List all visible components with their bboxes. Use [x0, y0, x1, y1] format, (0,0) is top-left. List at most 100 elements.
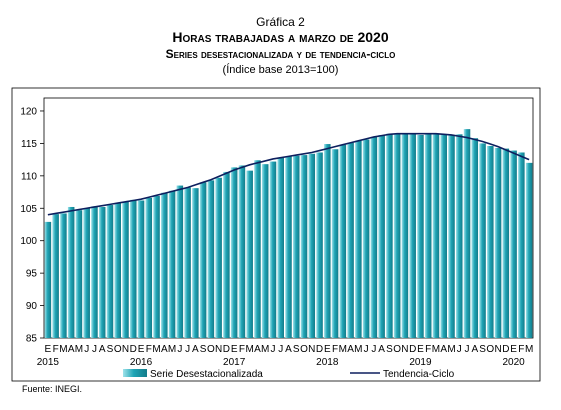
bar	[75, 210, 83, 338]
x-tick-label: E	[231, 344, 238, 355]
x-tick-label: N	[494, 344, 501, 355]
bar	[456, 134, 463, 338]
bar	[300, 155, 308, 338]
bar	[168, 190, 176, 338]
x-tick-label: A	[471, 344, 478, 355]
trend-series	[47, 132, 530, 216]
bar	[378, 134, 385, 338]
bar	[269, 161, 277, 338]
x-tick-label: M	[432, 344, 440, 355]
x-tick-label: O	[486, 344, 494, 355]
bar	[417, 134, 424, 338]
bar	[230, 167, 238, 338]
bar	[145, 197, 153, 338]
bar	[316, 152, 323, 338]
bar	[261, 164, 269, 338]
chart-title: Horas trabajadas a marzo de 2020	[172, 29, 389, 45]
bar	[347, 142, 354, 338]
x-tick-label: J	[185, 344, 190, 355]
bar	[331, 149, 339, 338]
source-note: Fuente: INEGI.	[22, 384, 83, 394]
x-tick-label: J	[465, 344, 470, 355]
chart-border	[11, 87, 541, 382]
legend-label-trend: Tendencia-Ciclo	[383, 369, 455, 380]
bar	[44, 221, 52, 338]
bar	[98, 206, 106, 338]
chart-index-note: (Índice base 2013=100)	[222, 64, 339, 76]
y-tick-label: 105	[20, 204, 37, 215]
bar	[409, 133, 416, 338]
bar	[502, 148, 510, 338]
bar	[393, 133, 401, 338]
x-tick-label: S	[293, 344, 300, 355]
x-tick-label: A	[347, 344, 354, 355]
x-tick-label: S	[386, 344, 393, 355]
bar	[277, 157, 284, 338]
bar	[246, 170, 253, 338]
trend-line	[47, 132, 530, 216]
year-label: 2015	[37, 357, 60, 368]
x-tick-label: A	[99, 344, 106, 355]
x-tick-label: M	[261, 344, 269, 355]
bar	[401, 134, 409, 338]
x-tick-label: M	[168, 344, 176, 355]
x-tick-label: M	[447, 344, 455, 355]
x-tick-label: F	[332, 344, 338, 355]
x-tick-label: A	[285, 344, 292, 355]
x-tick-label: F	[518, 344, 524, 355]
x-tick-label: J	[270, 344, 275, 355]
figure-label: Gráfica 2	[256, 15, 305, 29]
x-tick-label: S	[107, 344, 114, 355]
y-axis: 85 90 95 100 105 110 115 120	[20, 106, 44, 345]
x-tick-label: J	[92, 344, 97, 355]
bar	[114, 203, 121, 338]
x-tick-label: A	[68, 344, 75, 355]
x-tick-label: E	[324, 344, 331, 355]
bar	[91, 206, 98, 338]
x-tick-label: M	[75, 344, 83, 355]
x-tick-label: N	[401, 344, 408, 355]
x-tick-label: M	[339, 344, 347, 355]
bar	[184, 187, 191, 338]
x-tick-label: A	[254, 344, 261, 355]
x-tick-label: O	[207, 344, 215, 355]
bar	[106, 205, 114, 338]
x-tick-label: J	[177, 344, 182, 355]
bar	[448, 134, 455, 338]
bar	[308, 153, 316, 338]
x-tick-label: A	[378, 344, 385, 355]
x-tick-label: J	[371, 344, 376, 355]
x-tick-label: D	[130, 344, 137, 355]
bar	[60, 213, 67, 338]
bar	[285, 156, 292, 338]
bar	[254, 160, 261, 338]
x-tick-label: A	[161, 344, 168, 355]
x-tick-label: D	[223, 344, 230, 355]
bar	[122, 201, 129, 338]
y-tick-label: 120	[20, 106, 37, 117]
bar	[424, 133, 432, 338]
x-tick-label: J	[84, 344, 89, 355]
bar	[161, 192, 168, 338]
bar	[494, 147, 502, 338]
x-tick-label: A	[440, 344, 447, 355]
y-tick-label: 115	[21, 139, 37, 150]
bar	[487, 146, 494, 338]
bar	[518, 152, 525, 338]
bar	[207, 180, 215, 338]
y-tick-label: 85	[26, 334, 38, 345]
bar	[355, 140, 362, 338]
x-tick-label: M	[152, 344, 160, 355]
x-tick-label: J	[278, 344, 283, 355]
bar	[153, 195, 160, 338]
bar	[223, 171, 230, 338]
year-label: 2017	[223, 357, 246, 368]
x-tick-label: E	[138, 344, 145, 355]
bar	[293, 155, 300, 338]
y-tick-label: 100	[20, 236, 37, 247]
year-label: 2020	[502, 357, 525, 368]
bar	[440, 134, 447, 338]
bar	[432, 133, 440, 338]
